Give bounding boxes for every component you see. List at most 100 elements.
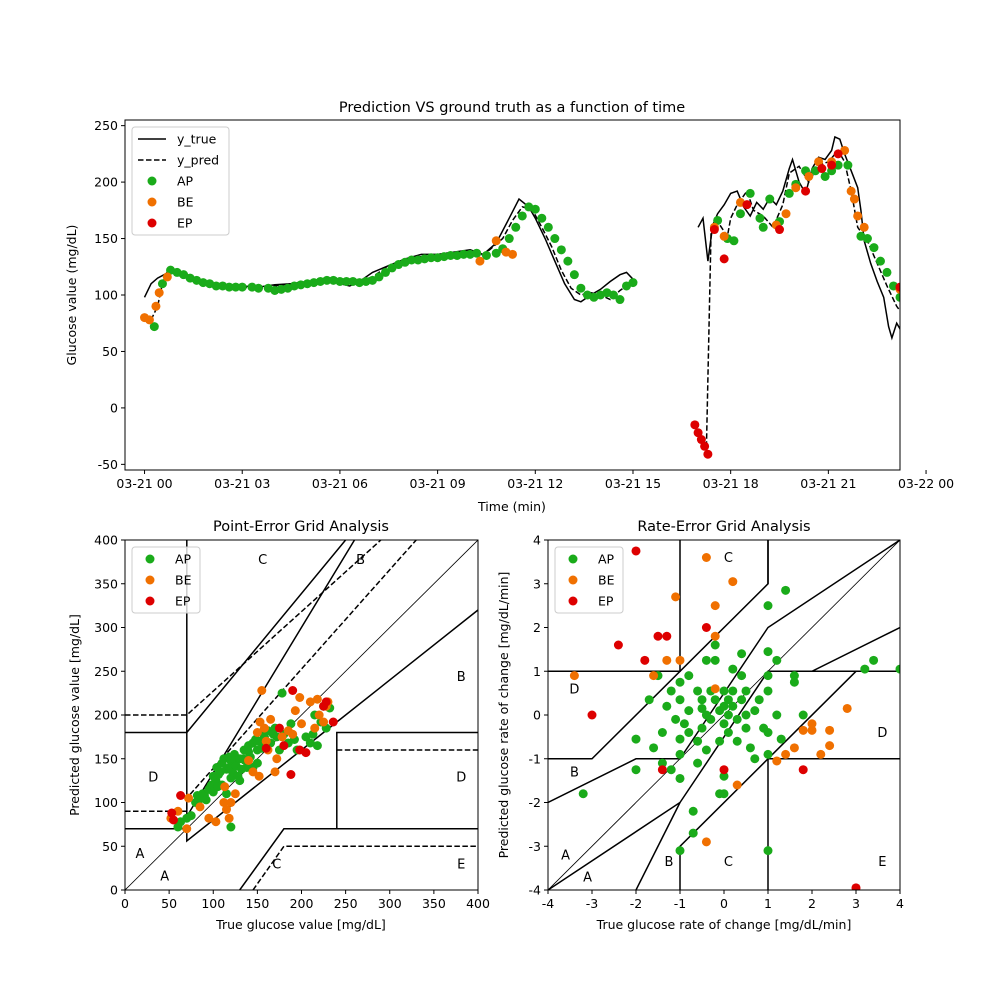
reg-ap-point [732,714,742,724]
reg-ap-point [719,771,729,781]
reg-ytick-label: 4 [533,533,541,548]
reg-be-point [701,553,711,562]
reg-ap-point [763,686,773,696]
reg-zone-label: B [570,765,579,780]
reg-ap-point [741,723,751,733]
reg-ytick-label: -3 [529,839,541,854]
reg-ap-point [693,736,703,746]
reg-be-point [701,837,711,847]
reg-ytick-label: -1 [529,751,541,766]
peg-ytick-label: 0 [110,883,118,898]
peg-legend-ep-swatch [145,596,155,606]
ap-point [902,302,911,311]
peg-ep-point [301,748,311,758]
peg-be-point [219,798,229,807]
ap-point [472,248,482,258]
ap-point [729,236,739,246]
time-chart-axes-frame [124,119,901,471]
reg-ep-point [631,546,641,556]
reg-be-point [710,631,720,641]
be-point [144,315,154,325]
peg-xlabel: True glucose value [mg/dL] [215,917,386,932]
reg-be-point [807,719,817,729]
peg-xtick-label: 100 [201,896,225,911]
ep-point [909,313,918,322]
reg-ap-point [701,745,711,755]
time-chart-ytick-label: 150 [94,231,118,246]
be-point [719,231,729,241]
time-chart-ytick-label: -50 [98,457,118,472]
ep-point [719,254,729,264]
peg-be-point [310,723,320,733]
reg-be-point [825,725,835,735]
peg-ep-point [328,717,338,727]
ep-point [696,435,706,445]
peg-ytick-label: 300 [94,620,118,635]
reg-ap-point [578,789,588,799]
reg-ap-point [684,728,694,737]
reg-be-point [825,741,835,751]
be-point [849,194,859,204]
time-chart-ylabel: Glucose value (mg/dL) [64,225,79,366]
legend-ep-label: EP [177,216,193,231]
peg-plot-area: AA B B C C D D E 0 50 100 150 200 250 300 350 400 0 50 100 1… [94,533,490,912]
ap-point [875,256,885,266]
reg-ap-point [693,758,703,768]
reg-ytick-label: 3 [533,576,541,591]
reg-be-point [772,756,782,766]
reg-ap-point [719,719,729,729]
reg-ap-point [789,677,799,687]
ap-point [735,209,745,219]
reg-zone-label: B [665,855,674,870]
reg-ylabel: Predicted glucose rate of change [mg/dL/… [496,572,511,859]
reg-ap-point [754,695,764,705]
reg-ap-point [675,695,685,705]
peg-be-point [230,789,240,799]
reg-legend-ap-label: AP [598,552,615,567]
ap-point [211,281,221,291]
ap-point [569,270,579,280]
be-point [918,322,927,331]
peg-be-point [254,771,264,781]
reg-be-point [781,749,791,759]
peg-ep-point [167,808,177,818]
be-point [814,157,824,167]
ep-point [895,282,900,292]
ap-point [869,243,879,253]
ap-point [504,234,514,244]
time-chart-xtick-label: 03-21 09 [410,476,466,491]
peg-xtick-label: 200 [290,896,314,911]
peg-ep-point [321,697,331,707]
reg-zone-label: A [561,849,570,864]
peg-be-point [224,813,234,823]
be-point [475,256,485,266]
reg-ap-point [745,743,755,753]
reg-be-point [807,725,817,735]
ap-point [426,253,436,263]
be-point [162,272,172,282]
peg-chart-title: Point-Error Grid Analysis [213,519,389,535]
ap-point [517,211,527,221]
peg-ap-point [226,822,236,832]
ap-point [755,213,765,223]
peg-be-point [272,754,282,764]
peg-ap-point [201,795,211,805]
reg-ap-point [697,703,707,713]
reg-ap-point [763,728,773,737]
peg-zone-d-right [336,731,478,829]
legend-ep-swatch [147,218,157,228]
reg-zone-label: E [878,855,886,870]
time-chart-xlabel: Time (min) [477,499,546,514]
peg-ep-point [261,743,271,753]
be-point [781,209,791,219]
ap-point [481,250,491,260]
peg-be-point [288,729,298,739]
reg-ap-point [763,671,773,681]
peg-ap-point [277,688,287,698]
be-point [905,302,914,311]
peg-ytick-label: 50 [102,839,118,854]
reg-ap-point [741,686,751,696]
peg-xtick-label: 300 [378,896,402,911]
legend-be-swatch [147,197,157,207]
reg-ap-point [666,686,676,696]
